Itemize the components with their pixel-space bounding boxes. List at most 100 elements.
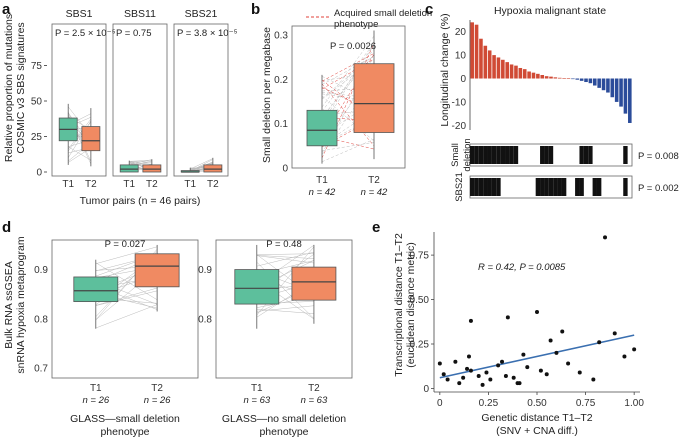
panel-b-pvalue: P = 0.0026	[330, 41, 376, 52]
panel-d-t1-box	[73, 276, 119, 303]
panel-e-point	[535, 310, 539, 314]
panel-b-acquired-pair-line	[321, 83, 375, 147]
panel-c-bar	[487, 50, 492, 79]
panel-c-track-cell	[553, 178, 558, 196]
panel-b-pair-line	[321, 139, 375, 162]
panel-c-bar	[601, 78, 606, 91]
panel-e-ytick: 0.75	[410, 251, 430, 262]
panel-d-pair-line	[256, 308, 314, 314]
panel-a-xlabel: Tumor pairs (n = 46 pairs)	[80, 195, 201, 207]
panel-e-point	[503, 374, 508, 378]
panel-c-bar	[571, 78, 575, 80]
panel-b-legend-label: phenotype	[334, 19, 378, 30]
panel-c-bar	[540, 75, 545, 79]
panel-e-ylabel-line: (euclidean distance metric)	[405, 242, 417, 367]
panel-c-track-cell	[557, 178, 562, 196]
panel-e-point	[484, 370, 489, 375]
panel-e-xtick: 0.25	[479, 398, 499, 409]
panel-c-track-cell	[579, 178, 584, 196]
panel-e-xtick: 1.00	[624, 398, 644, 409]
panel-d-t2-box	[134, 253, 180, 288]
panel-c-track-cell	[483, 178, 488, 196]
panel-c-track-cell	[592, 178, 597, 196]
panel-c-bar	[614, 78, 619, 102]
panel-e-point	[488, 377, 493, 382]
panel-c-bar	[592, 78, 597, 86]
panel-c-title: Hypoxia malignant state	[494, 5, 606, 17]
panel-c-track-cell	[491, 146, 497, 164]
panel-a-pvalue: P = 0.75	[116, 28, 151, 39]
panel-c-ytick: 0	[460, 74, 466, 85]
panel-a-xtick: T2	[207, 179, 219, 190]
panel-b-xtick: T2	[368, 175, 380, 186]
panel-e-point	[457, 381, 462, 386]
panel-e-point	[476, 374, 481, 378]
panel-b-frame	[291, 25, 406, 169]
panel-a-pair-line	[129, 159, 152, 162]
panel-c-ylabel-line: Longitudinal change (%)	[439, 13, 451, 126]
panel-b-pair-line	[321, 42, 375, 112]
panel-a-pvalue: P = 2.5 × 10⁻⁵	[55, 28, 116, 39]
panel-c-ytick: 10	[455, 51, 467, 62]
panel-c-track-label-line: Small	[450, 143, 461, 167]
panel-d-ylabel-line: snRNA hypoxia metaprogram	[15, 236, 27, 373]
panel-a-xtick: T2	[85, 179, 97, 190]
panel-b-xtick: T1	[316, 175, 328, 186]
panel-b-acquired-pair-line	[321, 117, 375, 121]
panel-c-bar	[584, 78, 588, 83]
panel-c-bar	[606, 78, 610, 93]
panel-d-facet-frame	[215, 239, 353, 379]
panel-b-legend-label: Acquired small deletion	[334, 8, 432, 19]
panel-b-acquired-pair-line	[321, 136, 375, 150]
panel-c-bar	[479, 38, 483, 79]
panel-b-acquired-pair-line	[321, 79, 375, 120]
panel-c-track-cell	[491, 178, 497, 196]
panel-c-track-cell	[575, 178, 580, 196]
panel-a-pvalue: P = 3.8 × 10⁻⁵	[177, 28, 238, 39]
panel-c-ytick: -20	[452, 121, 467, 132]
panel-b-pair-line	[321, 93, 375, 103]
panel-c-bar	[557, 77, 562, 79]
panel-c-track-label: SBS21	[454, 172, 465, 202]
panel-c-track-cell	[487, 178, 492, 196]
panel-d-xlabel: GLASS—small deletion	[70, 413, 180, 425]
panel-e-point	[468, 368, 473, 373]
panel-a-facet-frame	[51, 23, 107, 177]
panel-a-facet-title: SBS11	[124, 8, 156, 20]
panel-d-pair-line	[95, 246, 158, 264]
panel-c-bar	[553, 77, 558, 79]
panel-c-bar	[575, 78, 580, 80]
panel-c-bar	[566, 78, 571, 79]
panel-d-pair-line	[256, 251, 314, 267]
panel-c-bar	[509, 64, 514, 79]
panel-b-pair-line	[321, 71, 375, 82]
panel-c-bar	[549, 76, 553, 79]
panel-c-track-cell	[596, 178, 602, 196]
panel-e-point	[480, 382, 485, 387]
panel-b-pair-line	[321, 59, 375, 100]
panel-c-track-cell	[540, 178, 545, 196]
panel-a-t2-box	[203, 164, 223, 173]
panel-c-bar	[522, 69, 527, 79]
panel-e-point	[603, 235, 608, 240]
panel-e-point	[437, 361, 442, 366]
panel-a-xtick: T1	[62, 179, 74, 190]
panel-c-track-cell	[483, 146, 488, 164]
panel-c-track-cell	[623, 178, 628, 196]
panel-d-n: n = 63	[243, 395, 270, 406]
panel-c-bar	[562, 78, 566, 79]
panel-c-ytick: 20	[455, 27, 467, 38]
panel-b-ytick: 0.2	[274, 75, 288, 86]
panel-e-xlabel: Genetic distance T1–T2	[481, 412, 592, 424]
panel-c-track-cell	[548, 178, 554, 196]
panel-c-ylabel: Longitudinal change (%)	[439, 13, 451, 126]
panel-b-pair-line	[321, 48, 375, 119]
panel-c-track-cell	[544, 146, 549, 164]
panel-c-track-cell	[505, 146, 510, 164]
panel-b-pair-line	[321, 109, 375, 115]
panel-e-ytick: 0.50	[410, 295, 430, 306]
panel-c-track-cell	[588, 146, 593, 164]
panel-c-track-cell	[474, 146, 479, 164]
panel-c-track-cell	[470, 178, 475, 196]
